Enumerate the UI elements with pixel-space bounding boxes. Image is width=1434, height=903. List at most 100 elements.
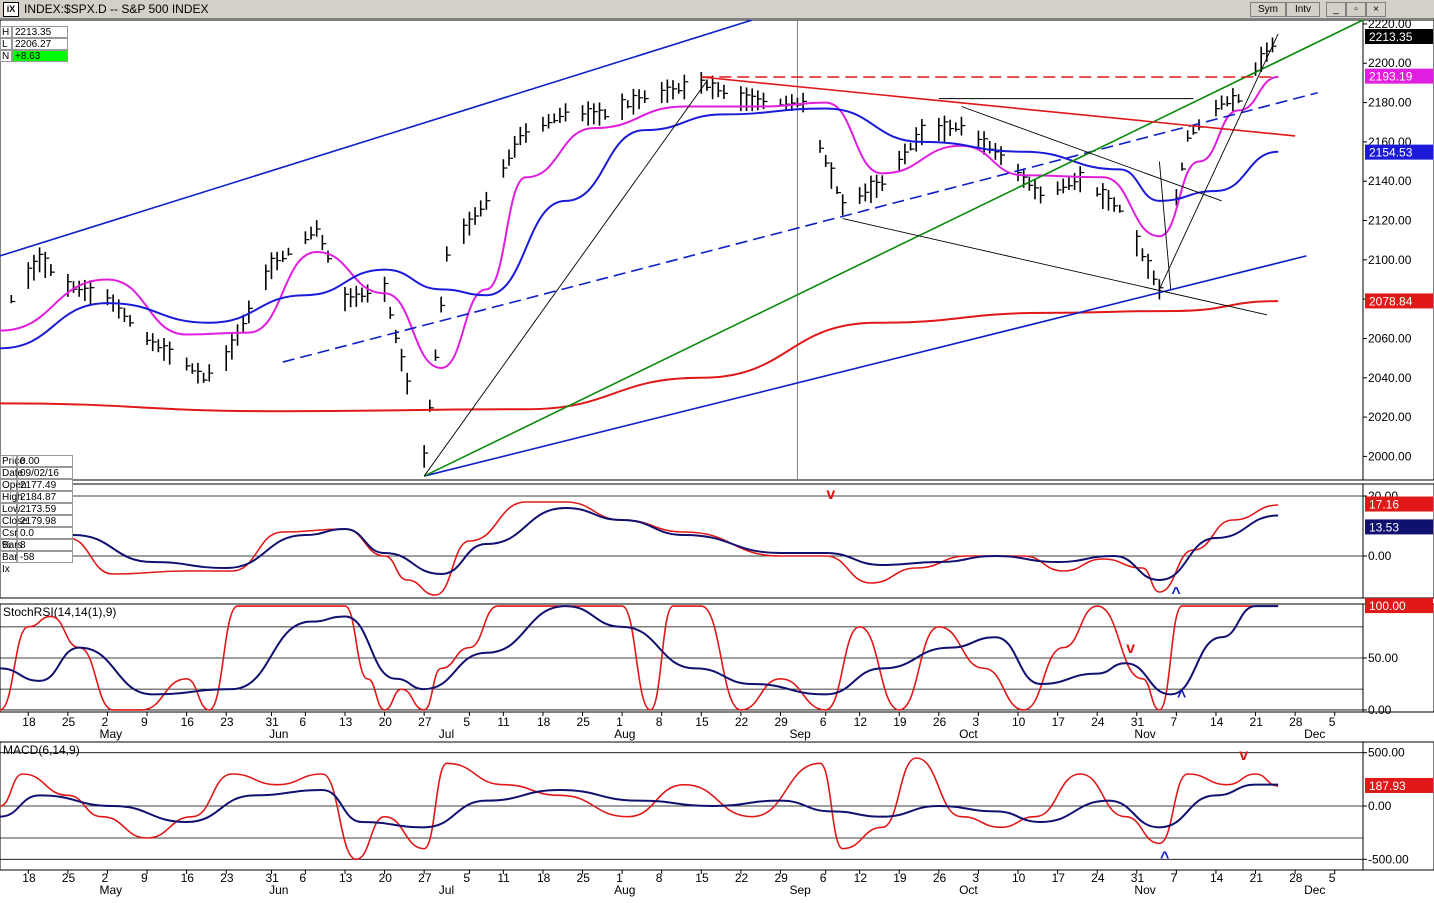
- month-label: May: [99, 727, 122, 741]
- panel-title: StochRSI(14,14(1),9): [3, 605, 116, 619]
- info-row: L 2206.27: [0, 38, 68, 50]
- x-tick-label: 18: [537, 871, 551, 885]
- x-tick-label: 23: [220, 871, 234, 885]
- symbol-button[interactable]: Sym: [1250, 2, 1286, 17]
- y-tick-label: -500.00: [1368, 852, 1409, 866]
- x-tick-label: 5: [1329, 871, 1336, 885]
- x-tick-label: 12: [854, 715, 868, 729]
- info-key: Bars: [0, 539, 23, 551]
- info-value: +8.63: [12, 50, 68, 62]
- month-label: Dec: [1304, 883, 1325, 897]
- x-tick-label: 2: [101, 871, 108, 885]
- last-value-tag: 100.00: [1365, 598, 1433, 614]
- y-tick-label: 0.00: [1368, 703, 1392, 717]
- last-value-bg: [1365, 496, 1433, 512]
- x-tick-label: 31: [1131, 715, 1145, 729]
- last-value-bg: [1365, 293, 1433, 309]
- signal-marker: ^: [1160, 850, 1169, 867]
- x-tick-label: 29: [774, 871, 788, 885]
- info-key: H: [0, 26, 12, 38]
- title-bar[interactable]: iX INDEX:$SPX.D -- S&P 500 INDEX Sym Int…: [0, 0, 1434, 19]
- x-tick-label: 24: [1091, 715, 1105, 729]
- y-tick-label: 2040.00: [1368, 371, 1412, 385]
- ma-fast-line: [0, 76, 1279, 369]
- x-tick-label: 9: [141, 715, 148, 729]
- y-tick-label: 0.00: [1368, 799, 1392, 813]
- x-tick-label: 22: [735, 871, 749, 885]
- osc-fast-line: [0, 605, 1279, 711]
- month-label: Oct: [959, 883, 978, 897]
- info-value: 0.00: [17, 455, 73, 467]
- info-row: Close 2179.98: [0, 515, 73, 527]
- quote-box: H 2213.35 L 2206.27 N +8.63: [0, 26, 68, 62]
- ma-slow-line: [0, 300, 1279, 413]
- info-row: Open 2177.49: [0, 479, 73, 491]
- info-value: 09/02/16: [17, 467, 73, 479]
- x-tick-label: 25: [577, 871, 591, 885]
- last-value-bg: [1365, 598, 1433, 614]
- month-label: May: [99, 883, 122, 897]
- last-value-bg: [1365, 144, 1433, 160]
- last-value-tag: 13.53: [1365, 519, 1433, 535]
- x-tick-label: 18: [537, 715, 551, 729]
- info-key: High: [0, 491, 23, 503]
- x-tick-label: 20: [379, 871, 393, 885]
- close-icon[interactable]: ×: [1366, 2, 1386, 17]
- month-label: Dec: [1304, 727, 1325, 741]
- x-tick-label: 15: [695, 871, 709, 885]
- last-value-tag: 2078.84: [1365, 293, 1433, 309]
- x-tick-label: 27: [418, 871, 432, 885]
- info-value: 2173.59: [17, 503, 73, 515]
- x-tick-label: 26: [933, 715, 947, 729]
- x-tick-label: 20: [379, 715, 393, 729]
- info-key: Close: [0, 515, 28, 527]
- trendline-line: [1158, 33, 1279, 290]
- chart-canvas[interactable]: 2220.002200.002180.002160.002140.002120.…: [0, 18, 1434, 903]
- x-tick-label: 17: [1052, 871, 1066, 885]
- x-tick-label: 18: [22, 871, 36, 885]
- y-tick-label: 2120.00: [1368, 214, 1412, 228]
- y-tick-label: 2180.00: [1368, 96, 1412, 110]
- osc-slow-line: [0, 605, 1279, 696]
- info-key: Csr %: [0, 527, 18, 551]
- info-row: Date 09/02/16: [0, 467, 73, 479]
- x-tick-label: 2: [101, 715, 108, 729]
- x-tick-label: 21: [1250, 871, 1264, 885]
- y-tick-label: 500.00: [1368, 746, 1405, 760]
- x-tick-label: 29: [774, 715, 788, 729]
- month-label: Sep: [789, 727, 811, 741]
- last-value-tag: 187.93: [1365, 777, 1433, 793]
- x-tick-label: 5: [463, 715, 470, 729]
- y-tick-label: 2000.00: [1368, 449, 1412, 463]
- month-label: Jun: [269, 883, 288, 897]
- x-tick-label: 6: [299, 871, 306, 885]
- minimize-icon[interactable]: _: [1326, 2, 1346, 17]
- info-row: Price 0.00: [0, 455, 73, 467]
- x-tick-label: 7: [1170, 871, 1177, 885]
- info-row: Bars 8: [0, 539, 73, 551]
- x-tick-label: 8: [656, 871, 663, 885]
- x-tick-label: 7: [1170, 715, 1177, 729]
- last-value-label: 17.16: [1369, 498, 1399, 512]
- x-tick-label: 13: [339, 871, 353, 885]
- interval-button[interactable]: Intv: [1286, 2, 1320, 17]
- info-key: L: [0, 38, 12, 50]
- last-value-label: 100.00: [1369, 599, 1406, 613]
- info-value: 8: [17, 539, 73, 551]
- x-tick-label: 5: [1329, 715, 1336, 729]
- signal-marker: v: [1239, 747, 1248, 764]
- osc-slow-line: [0, 783, 1279, 829]
- trendline-line: [1158, 161, 1172, 290]
- x-tick-label: 3: [972, 871, 979, 885]
- ma-mid-line: [0, 107, 1279, 350]
- signal-marker: v: [1126, 640, 1135, 657]
- x-tick-label: 24: [1091, 871, 1105, 885]
- restore-icon[interactable]: ▫: [1346, 2, 1366, 17]
- last-value-label: 13.53: [1369, 520, 1399, 534]
- y-tick-label: 50.00: [1368, 651, 1398, 665]
- last-value-label: 2193.19: [1369, 70, 1413, 84]
- y-tick-label: 2140.00: [1368, 174, 1412, 188]
- x-tick-label: 25: [62, 715, 76, 729]
- info-value: -58: [17, 551, 73, 563]
- info-value: 2179.98: [17, 515, 73, 527]
